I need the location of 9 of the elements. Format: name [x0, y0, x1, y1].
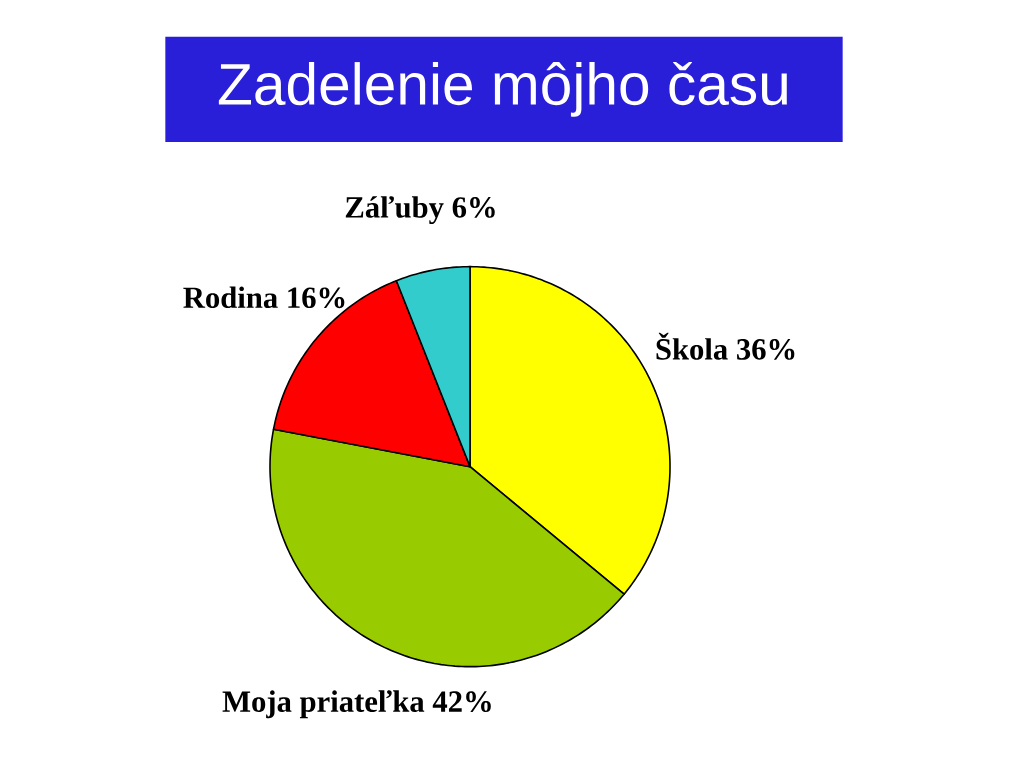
slice-label: Moja priateľka: [222, 690, 425, 719]
data-label: 36%: [737, 339, 795, 360]
data-label: 16%: [288, 287, 345, 309]
slice-label: Rodina: [183, 286, 278, 309]
data-label: 6%: [452, 197, 495, 218]
chart-title: Zadelenie môjho času: [218, 61, 787, 117]
data-label: 42%: [432, 691, 491, 713]
slice-label: Záľuby: [345, 196, 444, 225]
slice-label: Škola: [656, 332, 728, 360]
